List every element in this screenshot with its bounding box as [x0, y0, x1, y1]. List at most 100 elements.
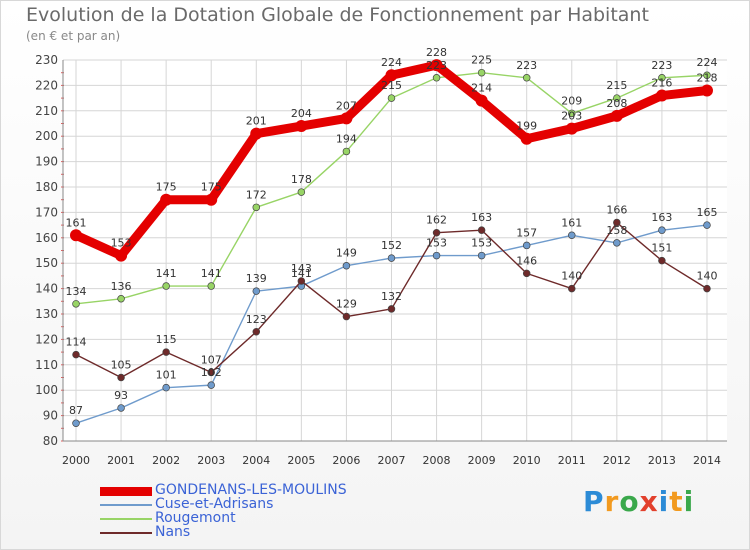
data-label: 201	[246, 115, 267, 128]
data-label: 93	[114, 389, 128, 402]
plot-area	[63, 60, 727, 441]
data-point	[432, 251, 441, 260]
logo-letter: P	[583, 485, 605, 518]
data-point	[207, 368, 215, 377]
data-label: 87	[69, 404, 83, 417]
x-tick-label: 2001	[107, 454, 135, 467]
y-tick-label: 110	[35, 358, 58, 372]
data-point	[117, 373, 125, 382]
data-label: 214	[471, 82, 492, 95]
data-point	[252, 328, 261, 336]
data-label: 199	[516, 120, 537, 133]
data-point	[655, 89, 668, 102]
data-point	[613, 94, 621, 102]
data-point	[117, 404, 125, 412]
y-tick-label: 180	[35, 180, 58, 194]
data-point	[703, 284, 711, 293]
data-label: 215	[606, 79, 627, 92]
y-tick-label: 120	[35, 332, 58, 346]
data-label: 114	[66, 336, 87, 349]
data-label: 143	[291, 262, 312, 275]
data-label: 149	[336, 247, 357, 260]
y-tick-label: 170	[35, 205, 58, 219]
data-point	[117, 295, 125, 303]
data-label: 172	[246, 188, 267, 201]
data-point	[342, 312, 351, 321]
data-label: 163	[651, 211, 672, 224]
y-tick-label: 200	[35, 129, 58, 143]
legend-swatch	[100, 487, 152, 496]
logo-letter: r	[604, 485, 620, 518]
data-point	[568, 284, 576, 293]
data-point	[115, 249, 128, 262]
data-label: 207	[336, 99, 357, 112]
data-label: 141	[291, 267, 312, 280]
data-point	[387, 254, 396, 262]
data-label: 175	[201, 181, 222, 194]
data-label: 107	[201, 353, 222, 366]
proxiti-logo: Proxiti	[583, 485, 694, 518]
data-label: 140	[561, 270, 582, 283]
y-tick-label: 150	[35, 256, 58, 270]
y-tick-label: 160	[35, 231, 58, 245]
data-label: 136	[111, 280, 132, 293]
data-point	[387, 305, 396, 313]
data-label: 132	[381, 290, 402, 303]
y-tick-label: 220	[35, 78, 58, 92]
legend-swatch	[100, 532, 152, 534]
data-point	[477, 68, 486, 77]
data-point	[477, 226, 486, 234]
x-tick-label: 2005	[287, 454, 315, 467]
chart-title: Evolution de la Dotation Globale de Fonc…	[26, 4, 649, 26]
data-label: 115	[156, 333, 177, 346]
data-label: 218	[696, 71, 717, 84]
data-label: 178	[291, 173, 312, 186]
data-point	[703, 71, 711, 79]
data-point	[432, 74, 441, 82]
data-point	[430, 59, 443, 72]
y-tick-label: 90	[43, 409, 58, 423]
x-tick-label: 2003	[197, 454, 225, 467]
data-point	[252, 203, 261, 212]
data-point	[658, 256, 666, 265]
data-label: 228	[426, 46, 447, 59]
x-tick-label: 2010	[513, 454, 541, 467]
data-point	[72, 300, 80, 308]
data-label: 203	[561, 110, 582, 123]
data-point	[522, 74, 531, 82]
data-point	[342, 261, 351, 270]
y-tick-label: 100	[35, 383, 58, 397]
y-tick-label: 80	[43, 434, 58, 448]
data-point	[162, 282, 170, 290]
data-label: 224	[696, 56, 717, 69]
data-label: 223	[426, 59, 447, 72]
data-point	[72, 419, 80, 427]
data-label: 161	[66, 216, 87, 229]
logo-letter: i	[683, 485, 695, 518]
data-label: 165	[696, 206, 717, 219]
data-point	[207, 381, 215, 389]
data-label: 152	[381, 239, 402, 252]
data-point	[477, 251, 486, 260]
legend-label: Rougemont	[155, 510, 236, 526]
x-tick-label: 2009	[468, 454, 496, 467]
data-point	[160, 193, 173, 206]
data-point	[205, 193, 218, 206]
data-point	[162, 348, 170, 356]
y-tick-label: 230	[35, 53, 58, 67]
data-point	[565, 122, 578, 135]
data-label: 105	[111, 359, 132, 372]
data-label: 209	[561, 94, 582, 107]
data-point	[520, 132, 533, 145]
data-point	[475, 94, 488, 107]
x-tick-label: 2014	[693, 454, 721, 467]
data-label: 215	[381, 79, 402, 92]
data-label: 153	[426, 237, 447, 250]
logo-letter: o	[619, 485, 640, 518]
data-label: 129	[336, 298, 357, 311]
y-tick-label: 140	[35, 282, 58, 296]
data-label: 204	[291, 107, 312, 120]
x-tick-label: 2000	[62, 454, 90, 467]
data-point	[162, 383, 170, 392]
line-chart: 8090100110120130140150160170180190200210…	[35, 46, 727, 467]
